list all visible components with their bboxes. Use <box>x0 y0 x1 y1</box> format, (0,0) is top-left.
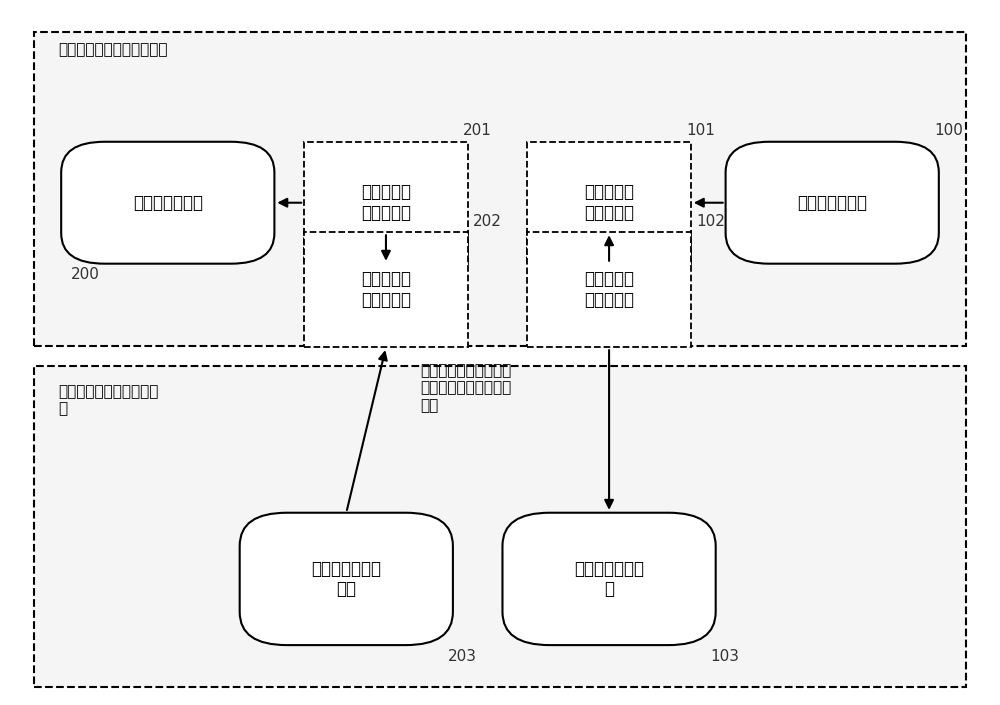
Text: 200: 200 <box>71 267 100 282</box>
FancyBboxPatch shape <box>726 142 939 264</box>
Text: 101: 101 <box>686 123 715 138</box>
Text: 元数据服务器序号、索
引节点号、索引节点版
本号: 元数据服务器序号、索 引节点号、索引节点版 本号 <box>421 363 512 412</box>
Text: 删除远程子目录: 删除远程子目录 <box>797 194 867 212</box>
Bar <box>527 233 691 348</box>
Text: 创建远程子目录: 创建远程子目录 <box>133 194 203 212</box>
Bar <box>34 32 966 345</box>
Text: 201: 201 <box>463 123 492 138</box>
Text: 103: 103 <box>711 649 740 663</box>
Text: 202: 202 <box>473 214 502 229</box>
Text: 远程索引节
点回收缓存: 远程索引节 点回收缓存 <box>584 271 634 309</box>
Text: 102: 102 <box>696 214 725 229</box>
Text: 父目录所在的元数据服务器: 父目录所在的元数据服务器 <box>59 42 168 58</box>
Bar <box>527 142 691 264</box>
Text: 远程索引节
点预留缓存: 远程索引节 点预留缓存 <box>361 271 411 309</box>
Text: 203: 203 <box>448 649 477 663</box>
Text: 释放远程索引节
点: 释放远程索引节 点 <box>574 560 644 599</box>
FancyBboxPatch shape <box>240 513 453 645</box>
Bar <box>304 233 468 348</box>
Bar <box>304 142 468 264</box>
Text: 100: 100 <box>934 123 963 138</box>
FancyBboxPatch shape <box>61 142 274 264</box>
Bar <box>34 367 966 687</box>
Text: 负载转移目标元数据服务
器: 负载转移目标元数据服务 器 <box>59 384 159 416</box>
Text: 远程索引节
点删除缓存: 远程索引节 点删除缓存 <box>584 183 634 222</box>
Text: 初始化远程索引
节点: 初始化远程索引 节点 <box>311 560 381 599</box>
FancyBboxPatch shape <box>502 513 716 645</box>
Text: 远程索引节
点创建缓存: 远程索引节 点创建缓存 <box>361 183 411 222</box>
